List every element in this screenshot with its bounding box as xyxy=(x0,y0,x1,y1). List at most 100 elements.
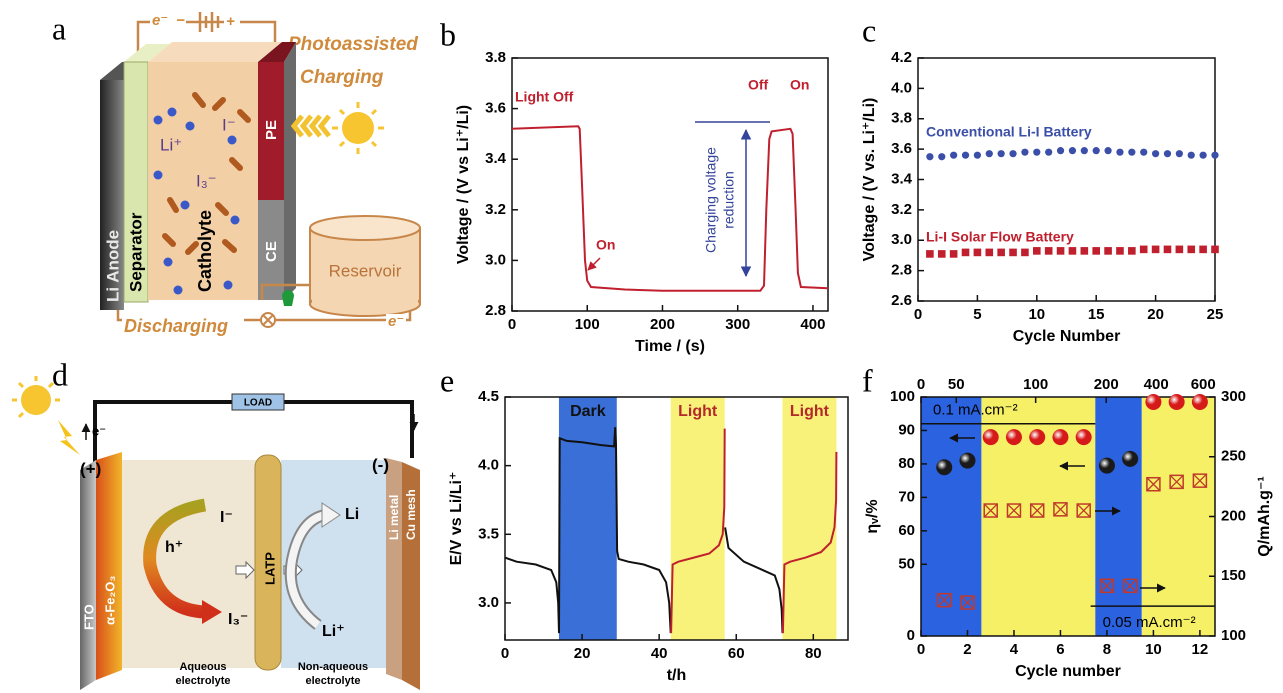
line xyxy=(511,125,829,292)
y-tick-label: 90 xyxy=(898,421,915,438)
shape xyxy=(215,202,229,216)
pump xyxy=(282,290,294,306)
point xyxy=(1005,429,1022,446)
pe-top xyxy=(258,42,296,62)
lamp-cross xyxy=(262,314,274,326)
x2-tick-label: 600 xyxy=(1191,376,1216,393)
y-tick-label: 100 xyxy=(890,388,915,405)
aqueous-region xyxy=(122,460,265,668)
region-label: electrolyte xyxy=(305,675,360,687)
shape xyxy=(212,97,226,111)
ce-label: CE xyxy=(263,241,280,262)
x-axis-title: t/h xyxy=(667,667,687,684)
photo-label: Photoassisted xyxy=(288,34,418,55)
shape xyxy=(153,115,163,125)
y-tick-label: 80 xyxy=(898,455,915,472)
y-axis-title: Voltage / (V vs. Li⁺/Li) xyxy=(861,98,878,262)
box-outline xyxy=(1146,476,1161,492)
pe-label: PE xyxy=(263,120,280,140)
point xyxy=(1152,150,1160,158)
point xyxy=(961,248,970,257)
point xyxy=(985,248,994,257)
fto-label: FTO xyxy=(81,604,96,630)
box-cross xyxy=(1007,503,1021,518)
annotation-arrows-f xyxy=(949,433,1166,593)
point xyxy=(926,250,934,258)
x-tick-label: 25 xyxy=(1207,306,1224,323)
point xyxy=(1163,150,1172,158)
box-cross xyxy=(1076,503,1091,518)
point xyxy=(1068,147,1077,155)
cu-mesh xyxy=(402,462,420,690)
point xyxy=(1104,147,1112,155)
x-axis-title: Cycle Number xyxy=(1013,328,1121,345)
redox-arrow xyxy=(143,498,207,619)
line xyxy=(504,427,784,634)
shape xyxy=(47,381,55,389)
y-tick-label: 3.8 xyxy=(891,110,912,127)
y-tick-label: 50 xyxy=(898,555,915,572)
region xyxy=(558,397,617,640)
point xyxy=(1175,150,1183,158)
annotation: Charging voltage xyxy=(703,147,719,253)
x-tick-label: 6 xyxy=(1056,641,1064,658)
point xyxy=(1009,248,1017,257)
point xyxy=(950,151,958,159)
y-tick-label: 3.6 xyxy=(891,140,912,157)
x-tick-label: 200 xyxy=(650,316,675,333)
point xyxy=(1145,394,1162,411)
annotation: Light Off xyxy=(515,89,574,105)
x2-tick-label: 0 xyxy=(917,376,925,393)
y-tick-label: 4.5 xyxy=(478,388,499,405)
y-tick-label: 4.0 xyxy=(478,457,499,474)
region-label: Non-aqueous xyxy=(298,661,368,673)
shape xyxy=(290,114,304,138)
point xyxy=(1099,578,1115,594)
box-cross xyxy=(983,503,998,518)
point xyxy=(1029,503,1045,518)
point xyxy=(1033,247,1041,255)
y-tick-label: 3.5 xyxy=(478,525,499,542)
electron-label: e⁻ xyxy=(388,313,404,330)
annotation: reduction xyxy=(721,171,737,229)
electron-label: e⁻ xyxy=(92,423,106,438)
transfer-arrow xyxy=(235,560,255,580)
region xyxy=(1095,397,1142,636)
region-label: Light xyxy=(678,403,718,420)
annotation: Off xyxy=(748,77,769,93)
y-tick-label: 3.0 xyxy=(891,231,912,248)
region-label: Dark xyxy=(570,403,606,420)
anode xyxy=(100,80,124,310)
box-cross xyxy=(937,593,952,608)
point xyxy=(1146,476,1161,492)
box-cross xyxy=(1169,474,1184,489)
arrow-head xyxy=(321,502,341,528)
point xyxy=(1033,148,1041,156)
lightning xyxy=(58,420,80,455)
box-outline xyxy=(1169,474,1184,490)
plot-frame xyxy=(511,57,829,312)
discharging-label: Discharging xyxy=(124,316,228,336)
pe xyxy=(258,62,284,200)
point xyxy=(1098,457,1115,474)
region xyxy=(782,397,837,640)
y-tick-label: 3.6 xyxy=(485,100,506,117)
y2-tick-label: 300 xyxy=(1221,388,1246,405)
iodine-rods xyxy=(162,92,251,255)
point xyxy=(1191,394,1208,411)
y-tick-label: 3.8 xyxy=(485,49,506,66)
annotation-arrows-b xyxy=(587,121,770,278)
x-tick-label: 0 xyxy=(914,306,922,323)
x-axis-title: Time / (s) xyxy=(635,338,705,355)
reservoir-fill xyxy=(312,290,418,304)
y-tick-label: 2.8 xyxy=(891,262,912,279)
region-label: Aqueous xyxy=(179,661,226,673)
panel-letter: d xyxy=(52,356,68,392)
pipe xyxy=(260,283,310,300)
light-chevrons xyxy=(290,114,331,138)
box-outline xyxy=(1029,503,1045,518)
x2-tick-label: 100 xyxy=(1023,376,1048,393)
hematite-label: α-Fe₂O₃ xyxy=(102,576,117,625)
